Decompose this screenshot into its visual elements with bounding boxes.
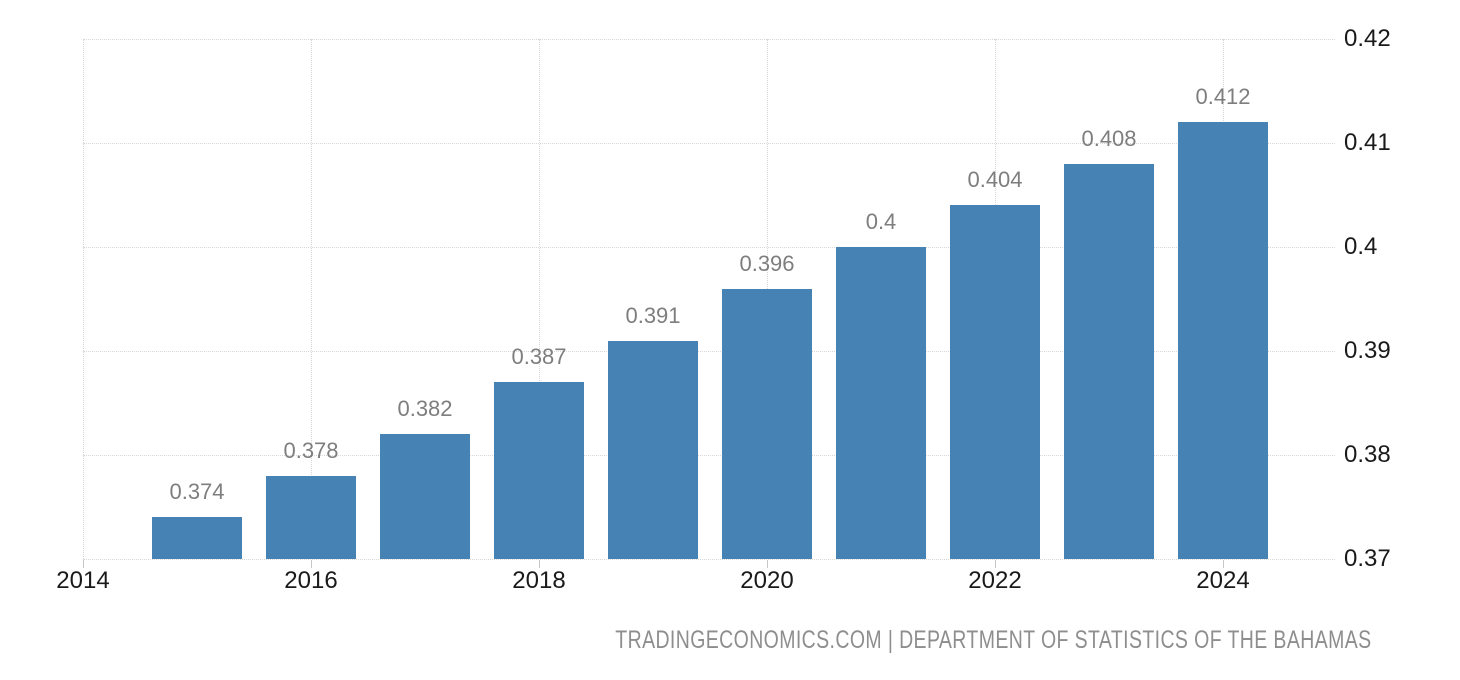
bar-value-label: 0.387 [511, 344, 567, 370]
y-tick-label: 0.41 [1344, 129, 1391, 156]
bar-value-label: 0.4 [865, 209, 897, 234]
x-axis-tick [83, 560, 84, 568]
y-tick-label: 0.38 [1344, 441, 1391, 468]
x-axis-tick [539, 560, 540, 568]
bar-2020[interactable] [722, 288, 812, 559]
bar-2016[interactable] [266, 475, 356, 559]
bar-value-label: 0.382 [397, 396, 453, 422]
x-tick-label: 2014 [56, 567, 110, 594]
x-axis-tick [311, 560, 312, 568]
grid-vline [311, 39, 312, 559]
source-attribution: TRADINGECONOMICS.COM | DEPARTMENT OF STA… [615, 626, 1372, 654]
bar-2023[interactable] [1064, 163, 1154, 559]
x-tick-label: 2022 [968, 567, 1022, 594]
x-tick-label: 2024 [1196, 567, 1250, 594]
bar-2024[interactable] [1178, 122, 1268, 559]
x-axis-tick [1223, 560, 1224, 568]
x-axis-tick [767, 560, 768, 568]
y-tick-label: 0.37 [1344, 545, 1391, 572]
bar-2017[interactable] [380, 434, 470, 559]
bar-value-label: 0.408 [1081, 125, 1137, 151]
grid-hline [83, 143, 1335, 144]
bar-2019[interactable] [608, 340, 698, 559]
grid-vline [83, 39, 84, 559]
grid-hline [83, 247, 1335, 248]
x-tick-label: 2016 [284, 567, 338, 594]
x-tick-label: 2018 [512, 567, 566, 594]
bar-2021[interactable] [836, 247, 926, 559]
bar-value-label: 0.404 [967, 167, 1023, 193]
grid-hline [83, 39, 1335, 40]
bar-2015[interactable] [152, 517, 242, 559]
plot-area: 0.374 0.378 0.382 0.387 0.391 0.396 0.4 0.404 0.… [83, 39, 1335, 560]
grid-hline [83, 455, 1335, 456]
grid-hline [83, 559, 1335, 560]
x-tick-label: 2020 [740, 567, 794, 594]
bar-value-label: 0.412 [1195, 84, 1251, 110]
bar-2022[interactable] [950, 205, 1040, 559]
bar-value-label: 0.391 [625, 302, 681, 328]
y-tick-label: 0.4 [1344, 233, 1378, 260]
y-tick-label: 0.39 [1344, 337, 1391, 364]
x-axis-tick [995, 560, 996, 568]
bar-value-label: 0.378 [283, 437, 339, 463]
grid-hline [83, 351, 1335, 352]
bar-2018[interactable] [494, 382, 584, 559]
y-tick-label: 0.42 [1344, 25, 1391, 52]
grid-vline [539, 39, 540, 559]
bar-value-label: 0.396 [739, 250, 795, 276]
bar-value-label: 0.374 [169, 479, 225, 505]
